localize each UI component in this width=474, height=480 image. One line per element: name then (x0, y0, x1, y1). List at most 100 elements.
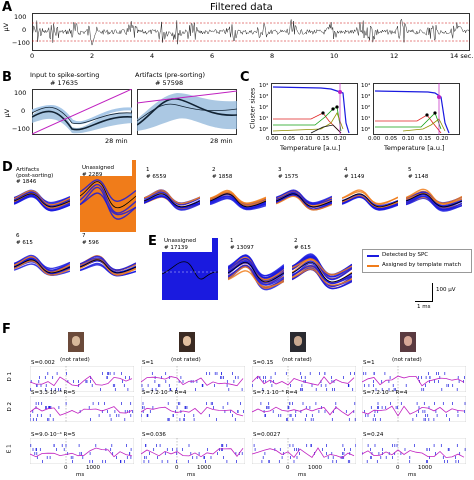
e-cluster-1-box (228, 254, 284, 291)
panel-c2-ytick: 10¹ (361, 116, 371, 122)
raster-plot (141, 396, 245, 422)
cell-stats: S=0.24 (363, 432, 384, 438)
panel-b-right-waveforms (137, 89, 237, 135)
waveform-trace (14, 191, 70, 207)
raster-plot (252, 366, 356, 392)
raster-plot (141, 366, 245, 392)
cell-stats: S=0.15 (253, 360, 274, 366)
portrait-photo (179, 332, 195, 352)
panel-c-ytick: 10⁰ (259, 127, 269, 133)
cluster-2-box (144, 189, 200, 211)
panel-label-e: E (148, 234, 157, 249)
f-xtick: 0 (175, 465, 179, 471)
raster-plot (362, 366, 466, 392)
panel-f-rasters: (not rated) (not rated) (not rated) (not ra… (0, 330, 474, 480)
panel-c-ytick: 10⁴ (259, 83, 269, 89)
panel-e-clusters: Unassigned # 17139 1 # 13097 2 # 615 (0, 234, 474, 314)
cluster-name: 2 (294, 238, 298, 244)
panel-a-xtick: 14 sec. (450, 52, 474, 60)
panel-a-xtick: 12 (390, 52, 399, 60)
row-label: E 1 (6, 444, 13, 454)
waveform-trace (14, 254, 70, 271)
panel-b-ylabel: μV (3, 108, 12, 118)
cluster-label-bg (162, 238, 212, 252)
cluster-label-bg (80, 160, 132, 176)
panel-c-right-chart (373, 83, 460, 135)
raster-plot (30, 366, 134, 392)
cluster-name: 7 (82, 233, 86, 239)
firing-rate-curve (141, 448, 244, 458)
cluster-name: 1 (146, 167, 150, 173)
cell-stats: S=7.1·10⁻⁸ R=4 (253, 390, 298, 396)
cluster-count: # 17139 (164, 245, 188, 251)
waveform-trace (276, 192, 332, 206)
cell-stats: S=0.036 (142, 432, 166, 438)
cell-stats: S=1 (142, 360, 154, 366)
panel-a-xtick: 0 (30, 52, 35, 60)
waveform-trace (80, 264, 136, 277)
panel-b-ytick: −100 (12, 125, 30, 133)
mean-waveform (14, 259, 70, 274)
waveform-trace (292, 268, 352, 286)
scalebar-vertical (432, 283, 433, 301)
mean-waveform (406, 193, 462, 208)
panel-c-ytick: 10³ (259, 94, 269, 100)
mean-waveform (32, 110, 132, 131)
panel-c2-xlabel: Temperature [a.u.] (384, 144, 445, 152)
panel-c2-ytick: 10² (361, 105, 371, 111)
waveform-trace (80, 179, 136, 202)
cluster-count: # 6559 (146, 174, 167, 180)
panel-b-ytick: 0 (21, 107, 26, 115)
panel-label-f: F (2, 322, 11, 337)
waveform-trace (14, 256, 70, 273)
f-xtick: 0 (396, 465, 400, 471)
row-label: D 1 (6, 372, 13, 382)
panel-label-b: B (2, 70, 12, 85)
legend-swatch-template (367, 265, 379, 267)
cluster-count: # 615 (294, 245, 311, 251)
cluster-0-box (14, 189, 70, 212)
panel-a-xtick: 10 (330, 52, 339, 60)
waveform-trace (210, 196, 266, 210)
f-xlabel: ms (187, 472, 196, 478)
panel-c-xtick: 0.20 (334, 136, 347, 142)
firing-rate-curve (362, 449, 465, 458)
panel-a-trace-plot (32, 13, 470, 51)
firing-rate-curve (30, 375, 133, 387)
cluster-curve (374, 90, 450, 134)
waveform-trace (14, 260, 70, 276)
panel-b-left-title: Input to spike-sorting (30, 71, 100, 79)
firing-rate-curve (30, 447, 133, 458)
cell-stats: S=9.0·10⁻⁴ R=5 (31, 432, 76, 438)
f-xlabel: ms (408, 472, 417, 478)
panel-b-left-waveforms (32, 89, 132, 135)
mean-waveform (137, 98, 237, 126)
f-xtick: 0 (64, 465, 68, 471)
panel-c-xtick: 0.10 (300, 136, 313, 142)
not-rated-label: (not rated) (392, 357, 422, 363)
cluster-name: 5 (408, 167, 412, 173)
portrait-face (404, 336, 412, 346)
cluster-count: # 2289 (82, 172, 103, 178)
firing-rate-curve (252, 447, 355, 459)
waveform-trace (406, 190, 462, 204)
cluster-3-box (210, 189, 266, 211)
f-xtick: 1000 (86, 465, 100, 471)
panel-c-ytick: 10¹ (259, 116, 269, 122)
panel-a-xtick: 4 (150, 52, 155, 60)
panel-c-ytick: 10² (259, 105, 269, 111)
filtered-trace (32, 18, 470, 47)
f-xtick: 1000 (308, 465, 322, 471)
cluster-name: 3 (278, 167, 282, 173)
mean-waveform (210, 193, 266, 208)
f-xtick: 1000 (418, 465, 432, 471)
waveform-trace (14, 195, 70, 212)
raster-plot (252, 438, 356, 464)
cluster-name: Unassigned (82, 165, 114, 171)
cluster-5-box (342, 189, 398, 211)
panel-label-d: D (2, 160, 13, 175)
panel-a-xtick: 6 (210, 52, 215, 60)
raster-plot (252, 396, 356, 422)
cluster-count: # 1575 (278, 174, 299, 180)
cluster-curve (272, 86, 350, 134)
